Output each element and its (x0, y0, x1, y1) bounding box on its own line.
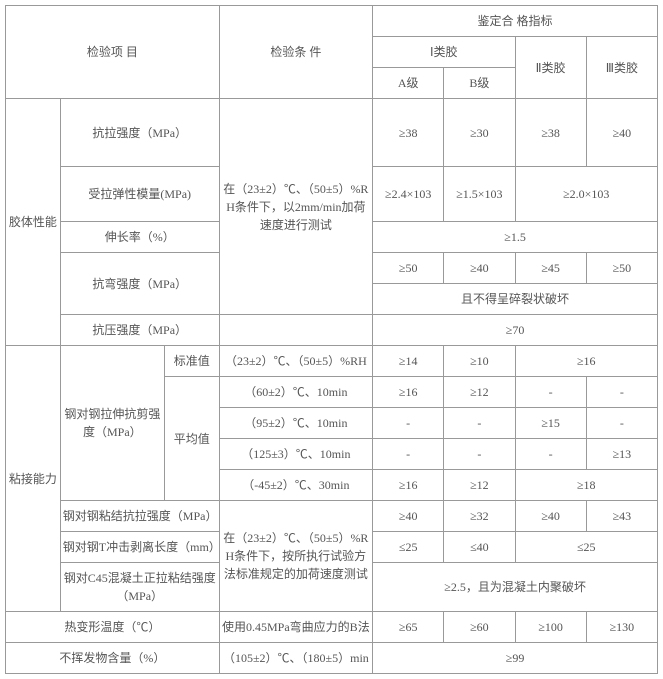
r4-label: 抗弯强度（MPa） (60, 253, 219, 315)
r3-label: 伸长率（%） (60, 222, 219, 253)
hdr-qualified: 鉴定合 格指标 (373, 6, 658, 37)
r11-cond: （105±2）℃、（180±5）min (219, 643, 372, 674)
r11-label: 不挥发物含量（%） (6, 643, 220, 674)
header-row-1: 检验项 目 检验条 件 鉴定合 格指标 (6, 6, 658, 37)
r10-b: ≥60 (444, 612, 515, 643)
group-body-perf: 胶体性能 (6, 99, 61, 346)
r10-t3: ≥130 (586, 612, 657, 643)
hdr-inspection: 检验项 目 (6, 6, 220, 99)
row-c1: 粘接能力 钢对钢拉伸抗剪强度（MPa） 标准值 （23±2）℃、（50±5）%R… (6, 346, 658, 377)
c4-b: - (444, 439, 515, 470)
r7-t2: ≥40 (515, 501, 586, 532)
r8-t23: ≤25 (515, 532, 658, 563)
r8-label: 钢对钢T冲击剥离长度（mm） (60, 532, 219, 563)
hdr-gradeA: A级 (373, 68, 444, 99)
row-r5: 抗压强度（MPa） ≥70 (6, 315, 658, 346)
c3-t2: ≥15 (515, 408, 586, 439)
r7-b: ≥32 (444, 501, 515, 532)
r2-a: ≥2.4×103 (373, 167, 444, 222)
r7-a: ≥40 (373, 501, 444, 532)
c1-b: ≥10 (444, 346, 515, 377)
r10-t2: ≥100 (515, 612, 586, 643)
r6-label: 钢对钢拉伸抗剪强度（MPa） (60, 346, 164, 501)
row-r7: 钢对钢粘结抗拉强度（MPa） 在（23±2）℃、（50±5）%RH条件下，按所执… (6, 501, 658, 532)
hdr-type1: Ⅰ类胶 (373, 37, 515, 68)
r6-avg: 平均值 (164, 377, 219, 501)
r5-cond (219, 315, 372, 346)
r1-cond: 在（23±2）℃、（50±5）%RH条件下，以2mm/min加荷速度进行测试 (219, 99, 372, 315)
r7-label: 钢对钢粘结抗拉强度（MPa） (60, 501, 219, 532)
hdr-type3: Ⅲ类胶 (586, 37, 657, 99)
r1-a: ≥38 (373, 99, 444, 167)
c4-a: - (373, 439, 444, 470)
c4-t3: ≥13 (586, 439, 657, 470)
c4-t2: - (515, 439, 586, 470)
c5-t23: ≥18 (515, 470, 658, 501)
r2-t23: ≥2.0×103 (515, 167, 658, 222)
r10-cond: 使用0.45MPa弯曲应力的B法 (219, 612, 372, 643)
r5-all: ≥70 (373, 315, 658, 346)
r7-t3: ≥43 (586, 501, 657, 532)
c1-t23: ≥16 (515, 346, 658, 377)
r6-std: 标准值 (164, 346, 219, 377)
c2-cond: （60±2）℃、10min (219, 377, 372, 408)
r1-b: ≥30 (444, 99, 515, 167)
r7-cond: 在（23±2）℃、（50±5）%RH条件下，按所执行试验方法标准规定的加荷速度测… (219, 501, 372, 612)
r4-note: 且不得呈碎裂状破坏 (373, 284, 658, 315)
r9-label: 钢对C45混凝土正拉粘结强度（MPa） (60, 563, 219, 612)
c3-cond: （95±2）℃、10min (219, 408, 372, 439)
hdr-conditions: 检验条 件 (219, 6, 372, 99)
group-bonding: 粘接能力 (6, 346, 61, 612)
row-r11: 不挥发物含量（%） （105±2）℃、（180±5）min ≥99 (6, 643, 658, 674)
r3-all: ≥1.5 (373, 222, 658, 253)
r4-a: ≥50 (373, 253, 444, 284)
c3-b: - (444, 408, 515, 439)
c5-cond: （-45±2）℃、30min (219, 470, 372, 501)
r2-label: 受拉弹性模量(MPa) (60, 167, 219, 222)
c5-a: ≥16 (373, 470, 444, 501)
c1-a: ≥14 (373, 346, 444, 377)
r4-t3: ≥50 (586, 253, 657, 284)
c2-t2: - (515, 377, 586, 408)
c4-cond: （125±3）℃、10min (219, 439, 372, 470)
spec-table: 检验项 目 检验条 件 鉴定合 格指标 Ⅰ类胶 Ⅱ类胶 Ⅲ类胶 A级 B级 胶体… (5, 5, 658, 674)
r4-b: ≥40 (444, 253, 515, 284)
r8-b: ≤40 (444, 532, 515, 563)
hdr-type2: Ⅱ类胶 (515, 37, 586, 99)
row-r1: 胶体性能 抗拉强度（MPa） 在（23±2）℃、（50±5）%RH条件下，以2m… (6, 99, 658, 167)
r4-t2: ≥45 (515, 253, 586, 284)
c1-cond: （23±2）℃、（50±5）%RH (219, 346, 372, 377)
r8-a: ≤25 (373, 532, 444, 563)
c3-t3: - (586, 408, 657, 439)
r1-t3: ≥40 (586, 99, 657, 167)
hdr-gradeB: B级 (444, 68, 515, 99)
c3-a: - (373, 408, 444, 439)
r10-a: ≥65 (373, 612, 444, 643)
r1-t2: ≥38 (515, 99, 586, 167)
r10-label: 热变形温度（℃） (6, 612, 220, 643)
r9-all: ≥2.5，且为混凝土内聚破坏 (373, 563, 658, 612)
r1-label: 抗拉强度（MPa） (60, 99, 219, 167)
c2-b: ≥12 (444, 377, 515, 408)
r2-b: ≥1.5×103 (444, 167, 515, 222)
r11-all: ≥99 (373, 643, 658, 674)
c2-t3: - (586, 377, 657, 408)
c2-a: ≥16 (373, 377, 444, 408)
c5-b: ≥12 (444, 470, 515, 501)
r5-label: 抗压强度（MPa） (60, 315, 219, 346)
row-r10: 热变形温度（℃） 使用0.45MPa弯曲应力的B法 ≥65 ≥60 ≥100 ≥… (6, 612, 658, 643)
